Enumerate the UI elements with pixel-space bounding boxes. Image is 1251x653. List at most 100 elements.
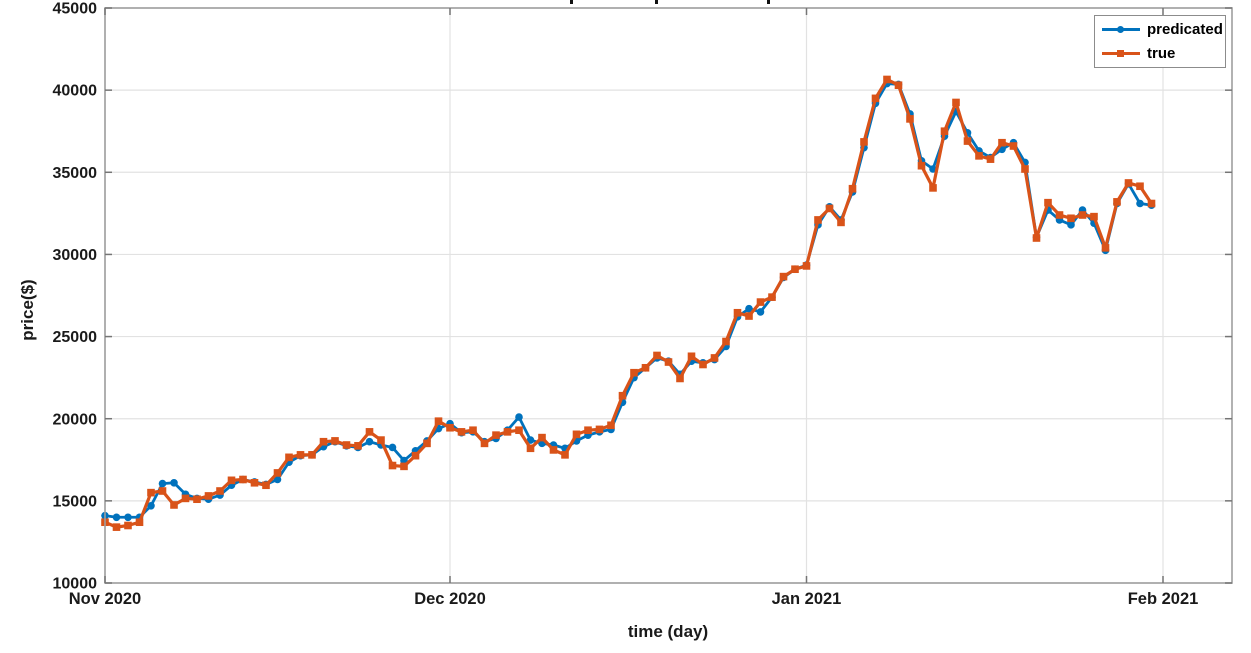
data-point-true	[377, 436, 385, 444]
x-tick-label: Nov 2020	[69, 590, 141, 608]
data-point-true	[423, 439, 431, 448]
y-tick-label: 15000	[53, 493, 98, 510]
data-point-true	[1067, 214, 1075, 223]
data-point-true	[998, 138, 1006, 147]
data-point-true	[940, 127, 949, 136]
data-point-true	[1044, 198, 1052, 207]
x-tick-label: Feb 2021	[1128, 590, 1199, 608]
data-point-true	[860, 138, 868, 146]
legend-item-true: true	[1102, 44, 1219, 63]
y-tick-label: 45000	[53, 1, 98, 18]
legend-item-predicated: predicated	[1102, 20, 1223, 39]
data-point-true	[503, 428, 512, 436]
data-point-true	[630, 368, 638, 377]
data-point-true	[296, 451, 305, 459]
data-point-true	[135, 518, 144, 527]
data-point-true	[480, 439, 489, 448]
legend-label-true: true	[1147, 45, 1176, 62]
data-point-predicated	[158, 479, 167, 488]
y-tick-label: 20000	[53, 411, 98, 428]
data-point-true	[526, 444, 535, 453]
data-point-true	[457, 428, 466, 436]
data-point-true	[917, 161, 926, 170]
data-point-true	[319, 437, 328, 446]
data-point-true	[538, 433, 546, 442]
data-point-true	[239, 475, 247, 484]
data-point-true	[308, 451, 316, 459]
data-point-true	[365, 428, 374, 436]
data-point-true	[687, 352, 696, 361]
data-point-predicated	[1067, 221, 1075, 229]
data-point-true	[986, 155, 995, 163]
data-point-true	[963, 137, 972, 145]
y-tick-label: 35000	[53, 165, 98, 182]
data-point-true	[802, 262, 811, 270]
legend: predicated true	[1094, 15, 1226, 68]
data-point-true	[779, 272, 788, 281]
data-point-true	[584, 426, 592, 435]
data-point-true	[952, 98, 960, 107]
data-point-predicated	[124, 513, 132, 522]
data-point-predicated	[1136, 199, 1144, 208]
data-point-predicated	[756, 308, 765, 316]
data-point-true	[894, 81, 903, 90]
data-point-predicated	[170, 478, 178, 487]
data-point-true	[1078, 211, 1087, 219]
data-point-true	[1055, 211, 1064, 219]
series-line-predicated	[104, 82, 1152, 519]
data-point-true	[607, 421, 615, 430]
data-point-true	[618, 391, 627, 400]
data-point-true	[825, 204, 834, 213]
data-point-true	[469, 426, 477, 435]
data-point-true	[112, 523, 121, 531]
data-point-true	[250, 478, 259, 487]
data-point-true	[641, 363, 650, 372]
data-point-true	[572, 430, 581, 439]
data-point-true	[147, 488, 155, 497]
data-point-true	[227, 476, 236, 485]
data-point-true	[710, 354, 719, 362]
data-point-true	[653, 351, 661, 360]
data-point-true	[354, 442, 362, 450]
data-point-true	[193, 495, 201, 504]
y-tick-label: 30000	[53, 247, 98, 264]
data-point-true	[1113, 198, 1121, 206]
data-point-true	[434, 417, 443, 425]
data-point-true	[124, 521, 132, 530]
data-point-true	[848, 184, 857, 193]
data-point-true	[342, 441, 351, 449]
x-tick-label: Dec 2020	[414, 590, 486, 608]
data-point-predicated	[515, 413, 523, 421]
clipped-title-fragment	[655, 0, 658, 4]
data-point-true	[1032, 234, 1041, 242]
data-point-true	[549, 446, 558, 454]
data-point-true	[1147, 199, 1156, 208]
y-axis-label: price($)	[18, 279, 37, 341]
axes-box	[104, 7, 1233, 584]
data-point-predicated	[365, 437, 374, 446]
data-point-predicated	[273, 475, 282, 484]
data-point-true	[181, 494, 190, 503]
square-marker-icon	[1117, 50, 1124, 57]
data-point-true	[561, 451, 569, 459]
data-point-true	[400, 462, 408, 471]
data-point-true	[262, 481, 270, 490]
data-point-true	[285, 453, 293, 462]
data-point-true	[975, 152, 983, 160]
data-point-true	[216, 487, 224, 495]
data-point-true	[1136, 182, 1144, 191]
data-point-true	[929, 184, 937, 192]
circle-marker-icon	[1117, 26, 1124, 33]
data-point-true	[1009, 142, 1018, 150]
x-tick-label: Jan 2021	[772, 590, 842, 608]
data-point-true	[768, 293, 776, 301]
x-axis-label: time (day)	[627, 622, 709, 641]
data-point-predicated	[388, 443, 397, 452]
data-point-true	[1101, 244, 1110, 252]
data-point-true	[446, 423, 454, 432]
data-point-true	[676, 374, 684, 383]
data-point-true	[158, 487, 167, 495]
data-point-true	[170, 501, 178, 509]
